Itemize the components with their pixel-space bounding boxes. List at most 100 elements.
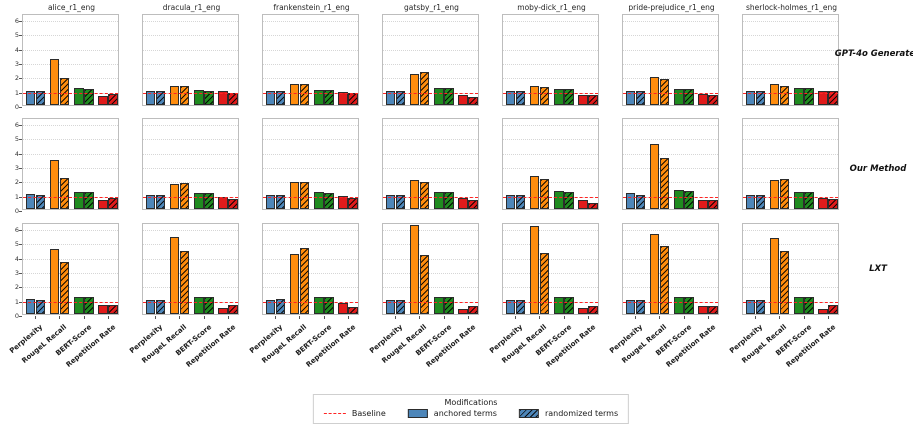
subplot-GPT-4o Generated-moby-dick_r1_eng: moby-dick_r1_eng <box>502 3 599 106</box>
gridline <box>623 63 718 65</box>
gridline <box>743 182 838 184</box>
bar-Repetition Rate-randomized-terms <box>108 305 118 314</box>
y-tick-label: 2 <box>14 283 19 292</box>
bar-BERT-Score-anchored-terms <box>314 192 324 209</box>
bar-RougeL Recall-randomized-terms <box>299 84 310 105</box>
gridline <box>143 244 238 246</box>
bar-Perplexity-randomized-terms <box>275 194 286 209</box>
gridline <box>743 272 838 274</box>
bar-RougeL Recall-randomized-terms <box>419 255 430 314</box>
bar-RougeL Recall-anchored-terms <box>649 234 660 314</box>
bar-Repetition Rate-anchored-terms <box>698 200 708 209</box>
x-tick-mark <box>539 316 541 319</box>
bar-BERT-Score-anchored-terms <box>194 193 204 209</box>
bar-RougeL Recall-randomized-terms <box>299 247 310 314</box>
x-tick-mark <box>587 316 589 319</box>
gridline <box>503 167 598 169</box>
bar-Repetition Rate-randomized-terms <box>228 304 238 314</box>
gridline <box>263 124 358 126</box>
bar-RougeL Recall-anchored-terms <box>409 74 420 105</box>
y-tick-mark <box>19 20 22 22</box>
bar-Repetition Rate-anchored-terms <box>98 95 108 105</box>
bar-BERT-Score-randomized-terms <box>204 193 214 209</box>
bar-BERT-Score-randomized-terms <box>324 193 334 209</box>
subplot-title: alice_r1_eng <box>48 3 95 12</box>
bar-Perplexity-randomized-terms <box>755 299 766 314</box>
bar-Repetition Rate-anchored-terms <box>338 196 348 209</box>
gridline <box>143 167 238 169</box>
bar-Perplexity-randomized-terms <box>155 194 166 209</box>
bar-Repetition Rate-randomized-terms <box>468 306 478 314</box>
y-tick-mark <box>19 63 22 65</box>
bar-Repetition Rate-anchored-terms <box>458 198 468 209</box>
x-tick-mark <box>635 316 637 319</box>
x-tick-mark <box>827 316 829 319</box>
bar-BERT-Score-randomized-terms <box>564 191 574 209</box>
baseline-dashed-line <box>263 301 358 303</box>
subplot-LXT-dracula_r1_eng: Perplexity RougeL Recall BERT-Score Repetit… <box>128 223 239 369</box>
gridline <box>503 229 598 231</box>
gridline <box>23 63 118 65</box>
baseline-dashed-line <box>743 301 838 303</box>
bar-RougeL Recall-anchored-terms <box>49 59 60 105</box>
gridline <box>143 229 238 231</box>
bar-Repetition Rate-anchored-terms <box>578 94 588 105</box>
bar-BERT-Score-randomized-terms <box>444 191 454 209</box>
gridline <box>143 63 238 65</box>
bar-Repetition Rate-randomized-terms <box>588 202 598 209</box>
bar-Repetition Rate-anchored-terms <box>698 94 708 105</box>
legend-items: Baseline anchored terms randomized terms <box>323 409 618 418</box>
gridline <box>623 153 718 155</box>
x-tick-mark <box>347 316 349 319</box>
bar-BERT-Score-randomized-terms <box>804 296 814 314</box>
bar-Repetition Rate-anchored-terms <box>218 307 228 314</box>
gridline <box>383 139 478 141</box>
bar-Repetition Rate-randomized-terms <box>588 94 598 105</box>
bar-RougeL Recall-randomized-terms <box>779 86 790 105</box>
x-tick-mark <box>515 316 517 319</box>
gridline <box>623 182 718 184</box>
bar-Perplexity-randomized-terms <box>755 90 766 105</box>
bar-BERT-Score-anchored-terms <box>554 296 564 314</box>
baseline-dashed-line-swatch <box>323 413 346 414</box>
gridline <box>23 139 118 141</box>
bar-BERT-Score-anchored-terms <box>314 89 324 105</box>
gridline <box>23 167 118 169</box>
x-tick-mark <box>227 316 229 319</box>
bar-RougeL Recall-randomized-terms <box>59 261 70 314</box>
y-tick-mark <box>19 316 22 317</box>
bar-BERT-Score-randomized-terms <box>84 89 94 105</box>
bar-RougeL Recall-anchored-terms <box>49 160 60 209</box>
row-label-1: Our Method <box>849 164 907 174</box>
gridline <box>383 244 478 246</box>
bar-Perplexity-anchored-terms <box>505 299 516 314</box>
legend-title: Modifications <box>444 398 498 407</box>
bar-Perplexity-anchored-terms <box>25 193 36 209</box>
bar-RougeL Recall-anchored-terms <box>769 237 780 314</box>
gridline <box>383 78 478 80</box>
y-tick-mark <box>19 182 22 184</box>
bar-Perplexity-anchored-terms <box>265 90 276 105</box>
y-tick-label: 1 <box>14 297 19 306</box>
bar-RougeL Recall-anchored-terms <box>529 226 540 314</box>
y-tick-label: 0 <box>14 312 19 320</box>
gridline <box>743 35 838 37</box>
bar-RougeL Recall-randomized-terms <box>539 87 550 105</box>
gridline <box>383 272 478 274</box>
bar-BERT-Score-anchored-terms <box>794 296 804 314</box>
gridline <box>143 124 238 126</box>
bar-RougeL Recall-randomized-terms <box>539 178 550 209</box>
bar-RougeL Recall-randomized-terms <box>659 246 670 314</box>
y-tick-mark <box>19 301 22 303</box>
gridline <box>23 272 118 274</box>
y-tick-mark <box>19 229 22 231</box>
y-tick-mark <box>19 107 22 108</box>
gridline <box>503 244 598 246</box>
baseline-dashed-line <box>383 196 478 198</box>
x-tick-mark <box>659 316 661 319</box>
baseline-dashed-line <box>623 301 718 303</box>
bar-Perplexity-randomized-terms <box>515 90 526 105</box>
bar-RougeL Recall-anchored-terms <box>649 76 660 105</box>
gridline <box>23 229 118 231</box>
y-tick-mark <box>19 139 22 141</box>
